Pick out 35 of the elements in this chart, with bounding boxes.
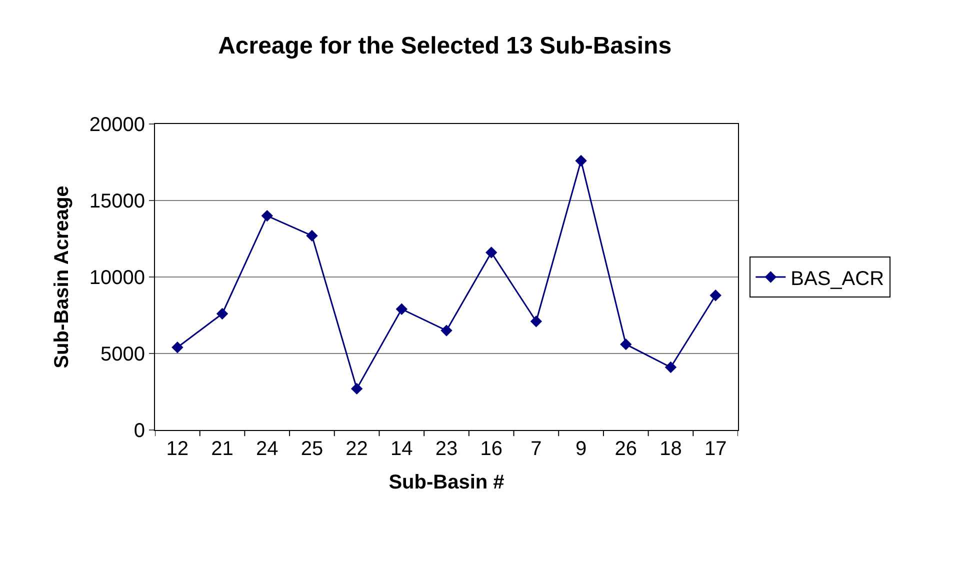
y-tick-label: 10000 [89, 267, 145, 289]
point [575, 154, 587, 167]
point [620, 338, 632, 350]
x-tick-label: 16 [480, 438, 502, 460]
x-tick-label: 18 [660, 438, 682, 460]
y-tick-label: 20000 [89, 114, 145, 136]
x-tick-label: 12 [166, 438, 189, 460]
point [261, 210, 273, 222]
point [216, 308, 228, 320]
point [350, 382, 363, 395]
x-tick-label: 23 [435, 438, 458, 460]
x-tick-label: 25 [300, 438, 324, 460]
point [710, 290, 722, 302]
y-axis-title: Sub-Basin Acreage [50, 186, 73, 368]
point [440, 324, 452, 336]
x-axis-title: Sub-Basin # [388, 472, 504, 494]
x-tick-label: 24 [256, 438, 278, 460]
x-tick-label: 7 [530, 438, 542, 460]
point [396, 303, 408, 315]
legend-label: BAS_ACR [790, 268, 884, 290]
x-tick-label: 14 [390, 438, 413, 460]
x-tick-label: 22 [346, 438, 368, 460]
x-tick-label: 9 [575, 438, 587, 460]
point [530, 316, 542, 328]
x-tick-label: 26 [614, 438, 638, 460]
chart-title: Acreage for the Selected 13 Sub-Basins [218, 32, 672, 60]
y-tick-label: 5000 [100, 344, 145, 366]
point [486, 246, 498, 258]
point [306, 230, 318, 242]
point [664, 361, 677, 374]
x-tick-label: 17 [704, 438, 727, 460]
y-tick-label: 15000 [89, 190, 145, 212]
point [172, 342, 184, 354]
y-tick-label: 0 [134, 420, 145, 442]
x-tick-label: 21 [211, 438, 234, 460]
